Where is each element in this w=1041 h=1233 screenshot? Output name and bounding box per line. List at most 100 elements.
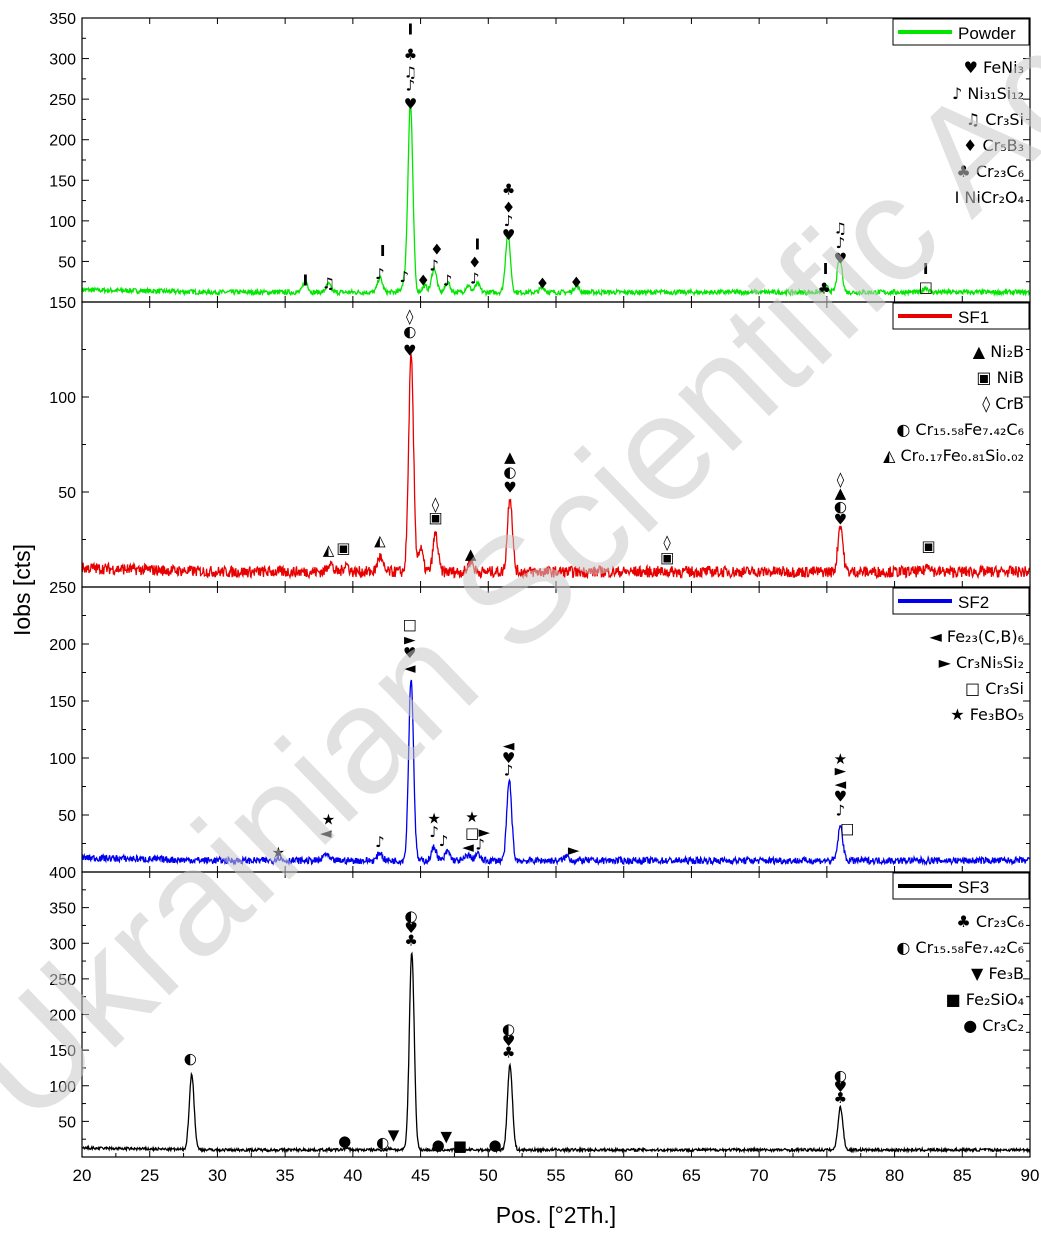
phase-legend-entry: Ι NiCr₂O₄ [955, 188, 1024, 207]
y-tick-label: 100 [49, 1079, 76, 1096]
y-tick-label: 50 [58, 808, 76, 825]
y-tick-label: 200 [49, 133, 76, 150]
peak-marker: ♪ [439, 832, 449, 850]
legend-label: SF2 [958, 593, 989, 612]
peak-marker: ♥ [404, 919, 417, 937]
x-tick-label: 70 [750, 1166, 769, 1185]
peak-marker: ♪ [504, 212, 514, 230]
x-tick-label: 30 [208, 1166, 227, 1185]
y-tick-label: 150 [49, 1043, 76, 1060]
y-tick-label: 150 [49, 694, 76, 711]
peak-marker: Ι [408, 21, 414, 39]
peak-marker: ♣ [834, 1089, 847, 1107]
peak-marker: ► [835, 761, 847, 779]
peak-marker: ♥ [502, 1032, 515, 1050]
peak-marker: ♦ [502, 198, 515, 216]
phase-legend-entry: ■ Fe₂SiO₄ [946, 990, 1024, 1009]
peak-marker: ♪ [470, 270, 480, 288]
legend: SF1 [892, 302, 1030, 330]
peak-marker: ▲ [504, 448, 516, 466]
peak-marker: ♪ [429, 823, 439, 841]
peak-marker: ► [568, 841, 580, 859]
series-line-sf1 [81, 353, 1031, 580]
peak-marker: Ι [380, 242, 386, 260]
peak-marker: □ [919, 278, 933, 296]
series-line-sf2 [81, 679, 1031, 867]
peak-marker: ♦ [468, 253, 481, 271]
y-tick-label: 50 [58, 1114, 76, 1131]
peak-marker: Ι [475, 236, 481, 254]
peak-marker: ♪ [836, 234, 846, 252]
peak-marker: ★ [834, 750, 847, 768]
legend-label: SF3 [958, 878, 989, 897]
y-tick-label: 50 [58, 254, 76, 271]
phase-legend-entry: ► Cr₃Ni₅Si₂ [939, 653, 1024, 672]
phase-legend-entry: ◭ Cr₀.₁₇Fe₀.₈₁Si₀.₀₂ [883, 446, 1024, 465]
y-tick-label: 150 [49, 295, 76, 312]
legend-label: Powder [958, 24, 1016, 43]
phase-legend-entry: ◐ Cr₁₅.₅₈Fe₇.₄₂C₆ [896, 420, 1024, 439]
peak-marker: ◭ [323, 541, 335, 559]
phase-legend-entry: ◄ Fe₂₃(C,B)₆ [929, 627, 1024, 646]
peak-marker: ♪ [504, 761, 514, 779]
peak-marker: ◊ [432, 495, 440, 513]
peak-marker: ◄ [320, 824, 332, 842]
x-tick-label: 35 [276, 1166, 295, 1185]
y-tick-label: 250 [49, 972, 76, 989]
panel-sf3: 50 100 150 200 250 300 350 400 SF3 ♣ Cr₂₃C₆ ◐ Cr₁₅… [49, 865, 1031, 1158]
peak-marker: Ι [923, 260, 929, 278]
panel-sf1: 50 100 150 SF1 ▲ Ni₂B ▣ NiB ◊ CrB ◐ Cr₁₅.₅₈Fe₇.… [49, 295, 1031, 588]
peak-marker: ◐ [405, 907, 418, 925]
series-line-sf3 [81, 951, 1031, 1154]
phase-legend-entry: ▲ Ni₂B [973, 342, 1024, 361]
y-tick-label: 100 [49, 214, 76, 231]
peak-marker: ◐ [503, 463, 516, 481]
x-tick-label: 90 [1021, 1166, 1040, 1185]
peak-marker: ♣ [817, 279, 830, 297]
y-tick-label: 100 [49, 390, 76, 407]
peak-marker: ◐ [834, 1066, 847, 1084]
x-tick-label: 45 [411, 1166, 430, 1185]
phase-legend-entry: ● Cr₃C₂ [963, 1016, 1024, 1035]
peak-marker: □ [403, 615, 417, 633]
peak-marker: ◊ [406, 307, 414, 325]
y-tick-label: 50 [58, 485, 76, 502]
peak-marker: Ι [823, 260, 829, 278]
y-tick-label: 200 [49, 637, 76, 654]
peak-marker: ◊ [837, 471, 845, 489]
panel-frame [81, 871, 1031, 1158]
phase-legend-entry: ▼ Fe₃B [971, 964, 1024, 983]
x-tick-label: 40 [343, 1166, 362, 1185]
phase-legend-entry: ★ Fe₃BO₅ [950, 705, 1024, 724]
legend: Powder [892, 18, 1030, 46]
peak-marker: Ι [303, 271, 309, 289]
peak-marker: ◄ [404, 659, 416, 677]
peak-marker: ◐ [502, 1020, 515, 1038]
peak-marker: ♪ [475, 836, 485, 854]
peak-marker: ♣ [404, 46, 417, 64]
x-tick-label: 85 [953, 1166, 972, 1185]
x-tick-label: 80 [885, 1166, 904, 1185]
peak-marker: ♪ [429, 257, 439, 275]
peak-marker: ♥ [502, 226, 515, 244]
peak-marker: ◭ [374, 532, 386, 550]
peak-marker: ◊ [663, 533, 671, 551]
peak-marker: ★ [322, 810, 335, 828]
peak-marker: ▼ [441, 1128, 453, 1146]
peak-marker: ● [432, 1136, 445, 1154]
peak-marker: ♫ [404, 64, 417, 82]
peak-marker: ♥ [834, 1078, 847, 1096]
x-tick-label: 50 [479, 1166, 498, 1185]
peak-marker: ♥ [404, 95, 417, 113]
peak-marker: ● [338, 1132, 351, 1150]
y-tick-label: 300 [49, 52, 76, 69]
peak-marker: ♣ [404, 932, 417, 950]
x-axis-title: Pos. [°2Th.] [496, 1202, 616, 1228]
legend: SF3 [892, 872, 1030, 900]
peak-marker: ► [404, 630, 416, 648]
peak-marker: ▣ [336, 539, 350, 557]
y-tick-label: 400 [49, 865, 76, 882]
peak-marker: ▣ [660, 549, 674, 567]
panel-powder: 50 100 150 200 250 300 350 Powder ♥ FeNi₃ ♪ Ni₃₁S… [49, 11, 1031, 303]
